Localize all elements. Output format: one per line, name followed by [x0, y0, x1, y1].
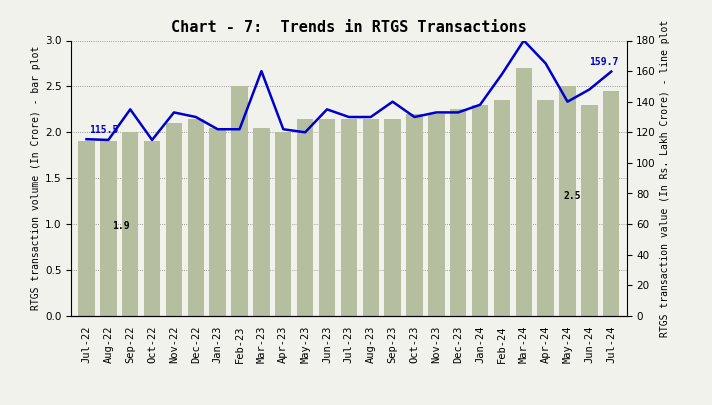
- Bar: [253, 128, 270, 316]
- Bar: [538, 100, 554, 316]
- Bar: [144, 141, 160, 316]
- Bar: [340, 119, 357, 316]
- Bar: [78, 141, 95, 316]
- Bar: [166, 123, 182, 316]
- Y-axis label: RTGS transaction value (In Rs. Lakh Crore) - line plot: RTGS transaction value (In Rs. Lakh Cror…: [660, 19, 670, 337]
- Bar: [231, 86, 248, 316]
- Bar: [384, 119, 401, 316]
- Bar: [493, 100, 510, 316]
- Bar: [188, 119, 204, 316]
- Text: 2.5: 2.5: [563, 191, 581, 201]
- Bar: [100, 141, 117, 316]
- Bar: [209, 128, 226, 316]
- Title: Chart - 7:  Trends in RTGS Transactions: Chart - 7: Trends in RTGS Transactions: [171, 20, 527, 35]
- Text: 159.7: 159.7: [590, 58, 619, 68]
- Bar: [275, 132, 291, 316]
- Bar: [362, 119, 379, 316]
- Text: 1.9: 1.9: [112, 221, 130, 231]
- Bar: [122, 132, 138, 316]
- Bar: [319, 119, 335, 316]
- Bar: [428, 114, 444, 316]
- Text: 115.5: 115.5: [89, 125, 118, 135]
- Bar: [581, 105, 597, 316]
- Y-axis label: RTGS transaction volume (In Crore) - bar plot: RTGS transaction volume (In Crore) - bar…: [31, 46, 41, 310]
- Bar: [515, 68, 532, 316]
- Bar: [472, 105, 488, 316]
- Bar: [560, 86, 576, 316]
- Bar: [297, 119, 313, 316]
- Bar: [407, 114, 423, 316]
- Bar: [603, 91, 619, 316]
- Bar: [450, 109, 466, 316]
